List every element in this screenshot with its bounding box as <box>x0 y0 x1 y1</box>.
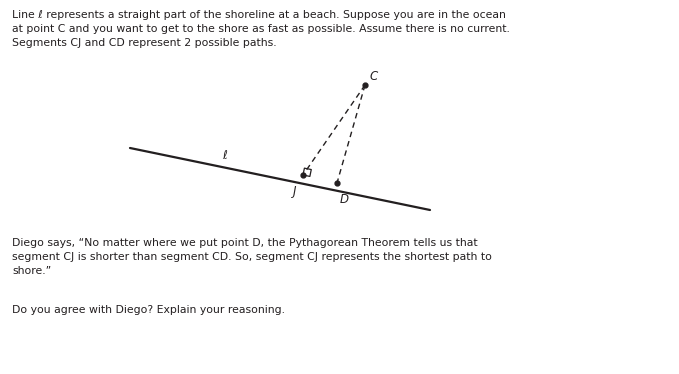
Text: J: J <box>293 185 296 198</box>
Text: segment CJ is shorter than segment CD. So, segment CJ represents the shortest pa: segment CJ is shorter than segment CD. S… <box>12 252 492 262</box>
Text: Do you agree with Diego? Explain your reasoning.: Do you agree with Diego? Explain your re… <box>12 305 285 315</box>
Text: Diego says, “No matter where we put point D, the Pythagorean Theorem tells us th: Diego says, “No matter where we put poin… <box>12 238 477 248</box>
Text: C: C <box>370 70 378 83</box>
Text: shore.”: shore.” <box>12 266 51 276</box>
Text: D: D <box>340 193 349 206</box>
Text: at point C and you want to get to the shore as fast as possible. Assume there is: at point C and you want to get to the sh… <box>12 24 510 34</box>
Text: ℓ: ℓ <box>223 148 227 162</box>
Text: Segments CJ and CD represent 2 possible paths.: Segments CJ and CD represent 2 possible … <box>12 38 276 48</box>
Text: Line ℓ represents a straight part of the shoreline at a beach. Suppose you are i: Line ℓ represents a straight part of the… <box>12 10 506 20</box>
